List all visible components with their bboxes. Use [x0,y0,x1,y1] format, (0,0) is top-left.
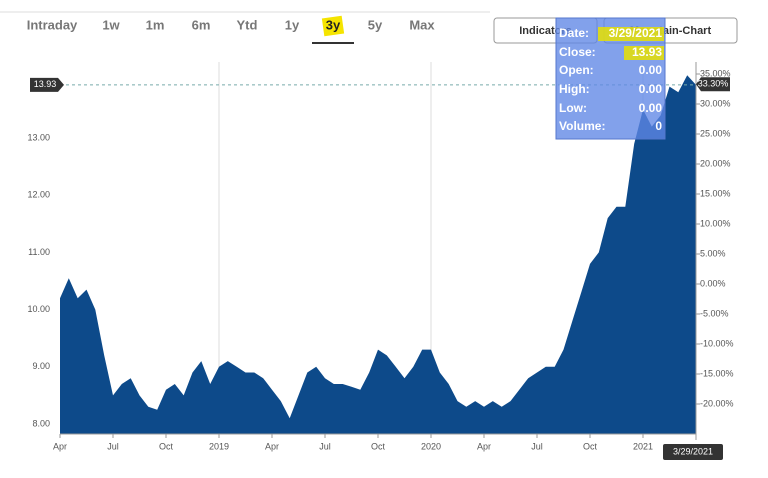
x-tick-label: Oct [583,441,598,451]
y-tick-label: 9.00 [32,361,50,371]
tab[interactable]: 5y [368,17,383,32]
x-tick-label: 2019 [209,441,229,451]
y2-tick-label: -5.00% [700,308,729,318]
tooltip-value: 0 [655,119,662,133]
y2-tick-label: 30.00% [700,98,731,108]
tooltip-label: High: [559,82,590,96]
x-tick-label: 2020 [421,441,441,451]
y-tick-label: 12.00 [27,190,50,200]
tooltip-label: Volume: [559,119,605,133]
change-tag-label: 33.30% [698,79,729,89]
tooltip-value: 0.00 [639,82,663,96]
tooltip-label: Open: [559,63,594,77]
tooltip-value: 0.00 [639,101,663,115]
tooltip-value: 13.93 [632,45,662,59]
x-tick-label: Apr [265,441,279,451]
x-tick-label: 2021 [633,441,653,451]
tooltip-label: Date: [559,26,589,40]
area [60,75,696,434]
tab[interactable]: 1y [285,17,300,32]
y2-tick-label: 5.00% [700,248,726,258]
y-tick-label: 10.00 [27,304,50,314]
y2-tick-label: 10.00% [700,218,731,228]
tooltip-label: Low: [559,101,587,115]
y-tick-label: 13.00 [27,132,50,142]
tab[interactable]: 6m [192,17,211,32]
y2-tick-label: 15.00% [700,188,731,198]
x-badge [663,444,723,460]
x-tick-label: Jul [531,441,543,451]
tooltip-highlight [624,46,664,60]
x-tick-label: Jul [107,441,119,451]
x-tick-label: Jul [319,441,331,451]
tab[interactable]: Ytd [237,17,258,32]
current-tag [30,77,64,92]
tab-highlight [321,15,345,37]
tab[interactable]: 1m [146,17,165,32]
tab[interactable]: 1w [102,17,120,32]
y2-tick-label: -15.00% [700,368,734,378]
y2-tick-label: 25.00% [700,128,731,138]
current-tag-label: 13.93 [34,79,57,89]
tab[interactable]: Max [409,17,435,32]
tooltip-value: 0.00 [639,63,663,77]
x-tick-label: Oct [159,441,174,451]
change-tag [696,77,730,92]
tooltip-highlight [598,27,664,41]
y2-tick-label: -10.00% [700,338,734,348]
x-tick-label: Oct [371,441,386,451]
x-tick-label: Apr [53,441,67,451]
y-tick-label: 8.00 [32,418,50,428]
y2-tick-label: 20.00% [700,158,731,168]
tab[interactable]: Intraday [27,17,78,32]
x-tick-label: Apr [477,441,491,451]
y-tick-label: 11.00 [28,247,50,257]
tooltip-value: 3/29/2021 [609,26,663,40]
y2-tick-label: 0.00% [700,278,726,288]
tooltip-label: Close: [559,45,596,59]
y2-tick-label: -20.00% [700,398,734,408]
tab[interactable]: 3y [326,17,341,32]
y2-tick-label: 35.00% [700,68,731,78]
x-badge-label: 3/29/2021 [673,446,713,456]
